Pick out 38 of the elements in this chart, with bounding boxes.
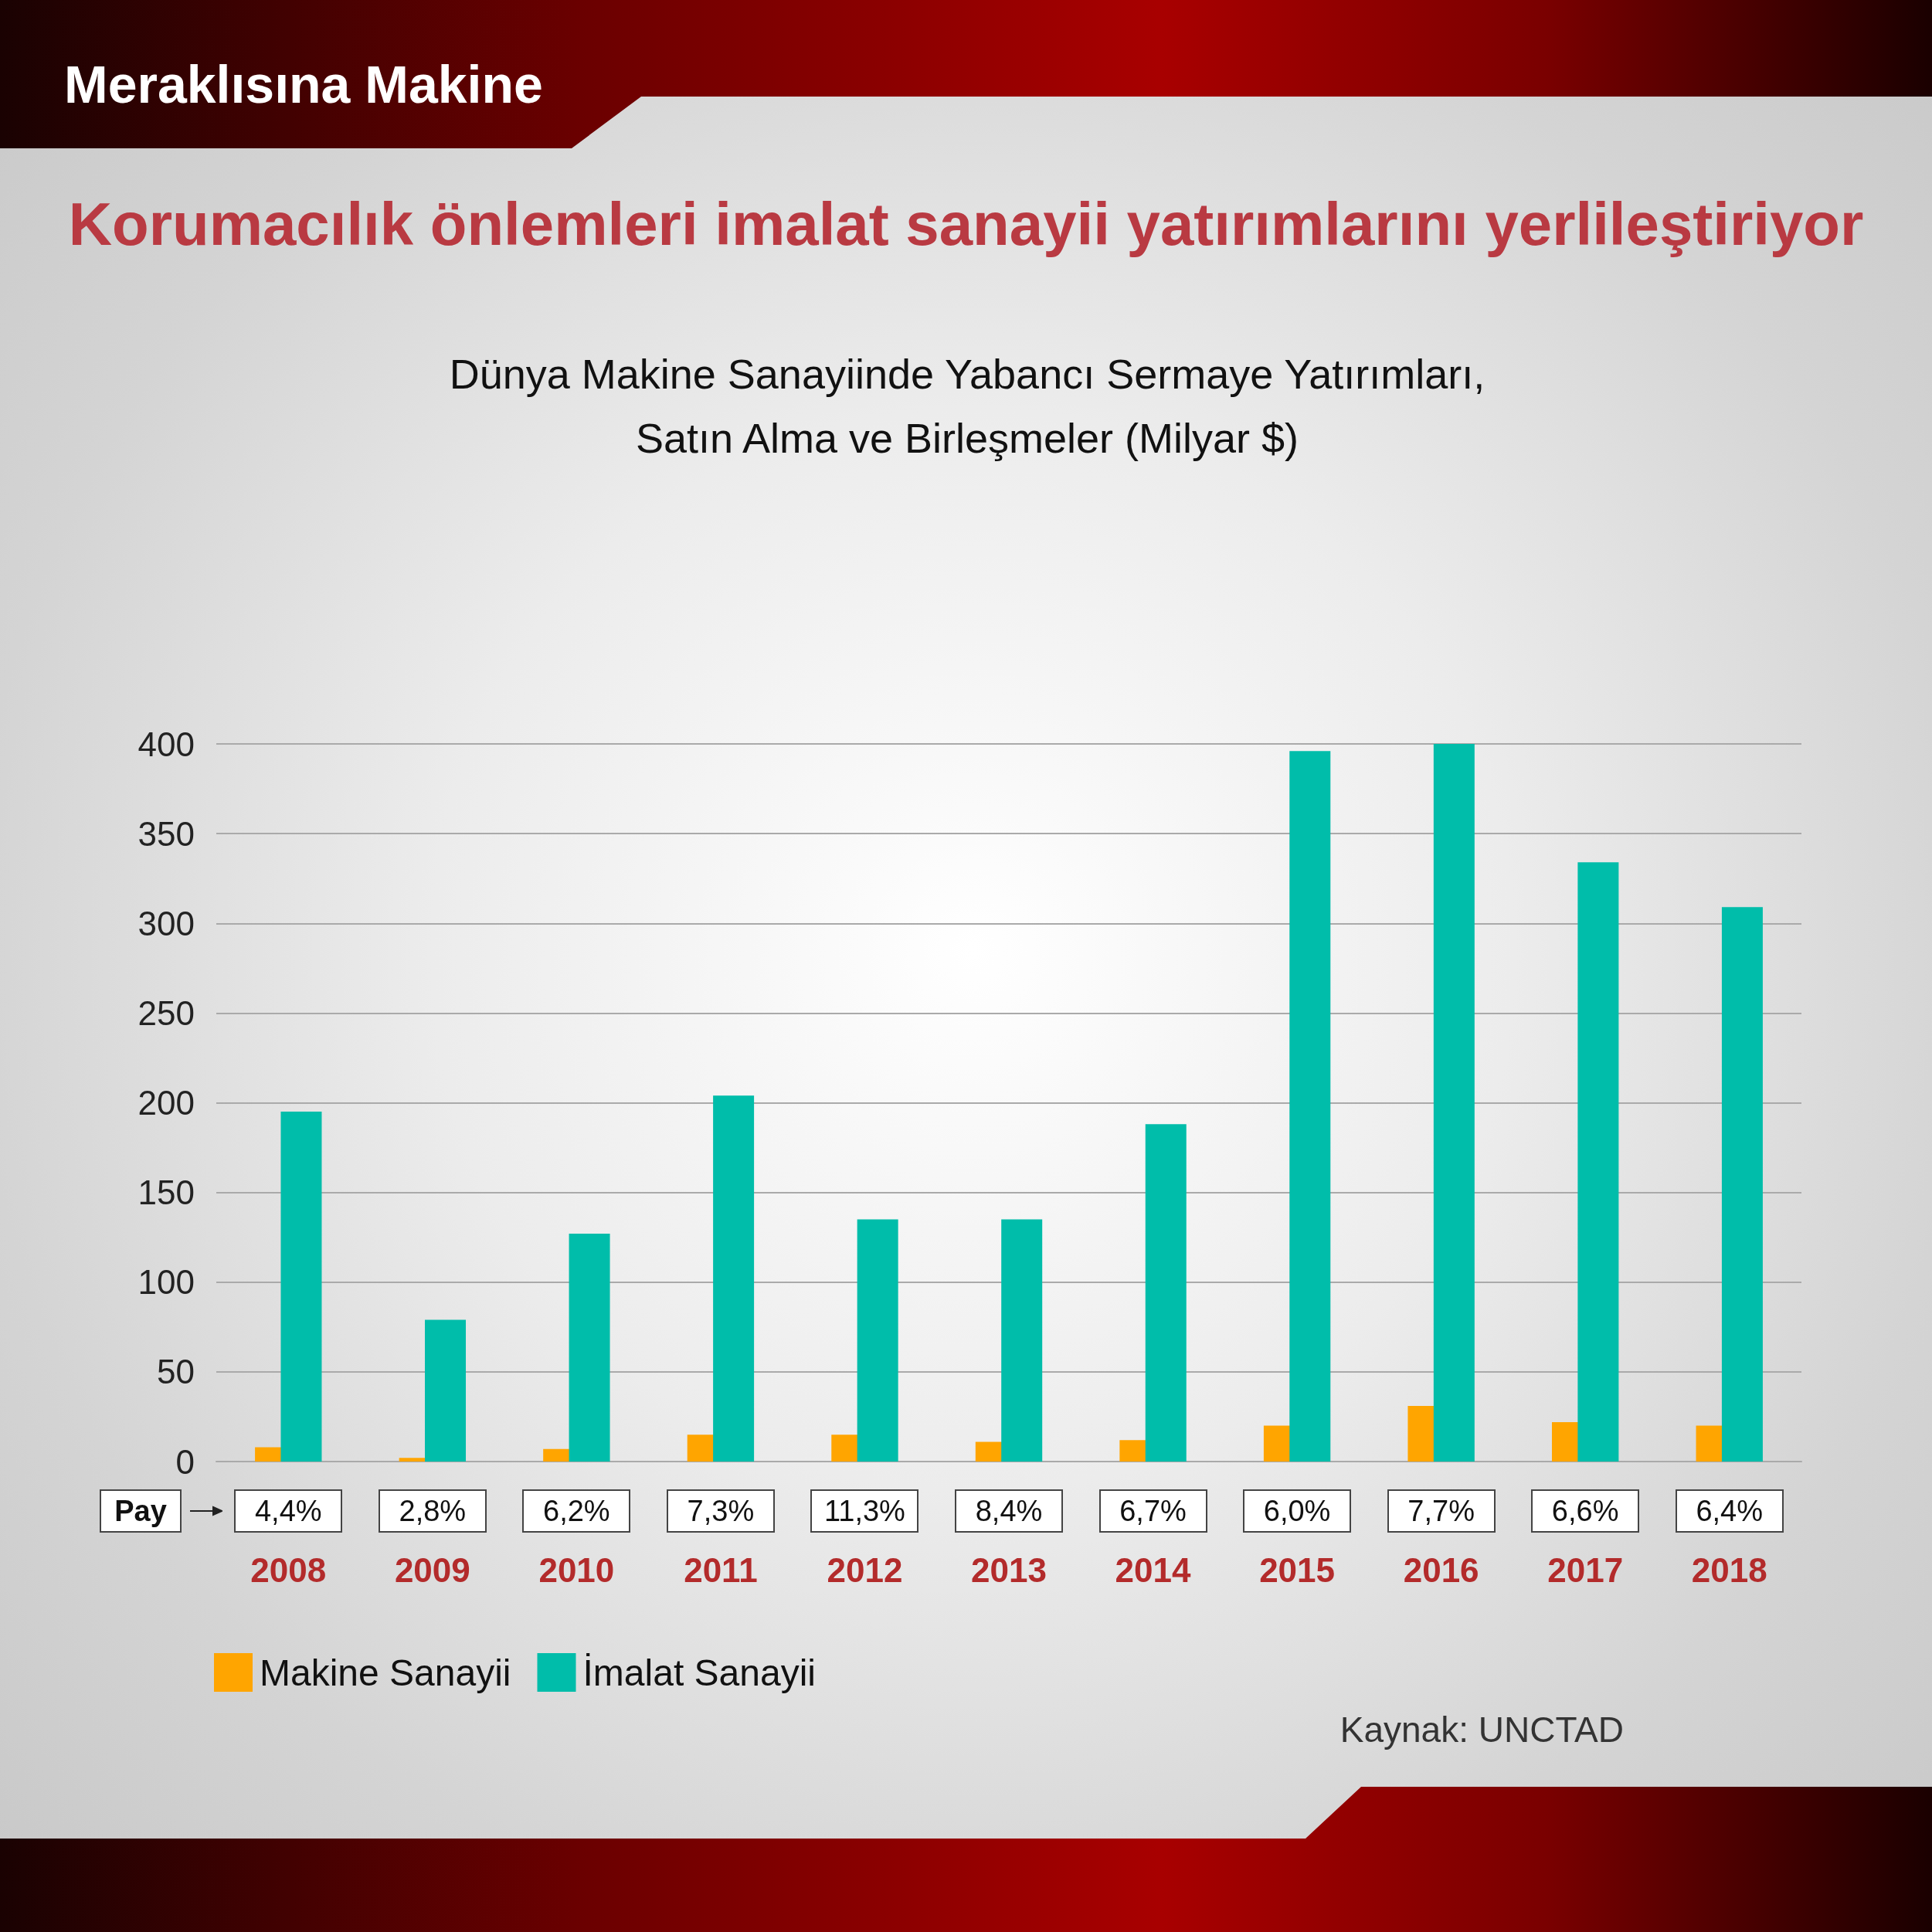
text-box: 4,4%: [234, 1489, 343, 1533]
y-tick-label: 150: [138, 1173, 195, 1212]
x-tick-label: 2016: [1403, 1550, 1479, 1589]
text-box: 2,8%: [378, 1489, 487, 1533]
x-tick-label: 2012: [827, 1550, 903, 1589]
y-tick-label: 350: [138, 814, 195, 853]
text: Kaynak: UNCTAD: [1339, 1709, 1624, 1750]
y-tick-label: 200: [138, 1084, 195, 1122]
text: Meraklısına Makine: [64, 54, 543, 114]
text-box: 7,3%: [666, 1489, 775, 1533]
x-tick-label: 2015: [1259, 1550, 1336, 1589]
y-tick-label: 0: [175, 1442, 195, 1481]
legend-label: İmalat Sanayii: [582, 1652, 816, 1693]
text-box: 11,3%: [810, 1489, 919, 1533]
x-tick-label: 2017: [1547, 1550, 1624, 1589]
y-tick-label: 300: [138, 904, 195, 942]
text-box: 6,6%: [1531, 1489, 1640, 1533]
text-box: Pay: [100, 1489, 182, 1533]
y-tick-label: 400: [138, 725, 195, 763]
x-tick-label: 2013: [971, 1550, 1047, 1589]
text-box: 6,2%: [522, 1489, 631, 1533]
x-tick-label: 2009: [394, 1550, 470, 1589]
x-tick-label: 2008: [250, 1550, 327, 1589]
y-tick-label: 50: [157, 1353, 195, 1391]
x-tick-label: 2011: [684, 1550, 758, 1589]
chart-subtitle: Dünya Makine Sanayiinde Yabancı Sermaye Yatırımları, Satın Alma ve Birleşmeler (Milyar $): [448, 350, 1486, 463]
text-box: 8,4%: [955, 1489, 1063, 1533]
y-tick-label: 250: [138, 993, 195, 1032]
y-tick-label: 100: [138, 1263, 195, 1302]
chart-title: Korumacılık önlemleri imalat sanayii yatırımlarını yerlileştiriyor: [67, 189, 1865, 260]
x-tick-label: 2018: [1691, 1550, 1767, 1589]
text-box: 6,0%: [1243, 1489, 1352, 1533]
text-box: 6,4%: [1675, 1489, 1784, 1533]
x-tick-label: 2014: [1115, 1550, 1192, 1589]
legend-label: Makine Sanayii: [260, 1652, 511, 1693]
text-box: 6,7%: [1098, 1489, 1207, 1533]
text-box: 7,7%: [1387, 1489, 1496, 1533]
x-tick-label: 2010: [538, 1550, 615, 1589]
